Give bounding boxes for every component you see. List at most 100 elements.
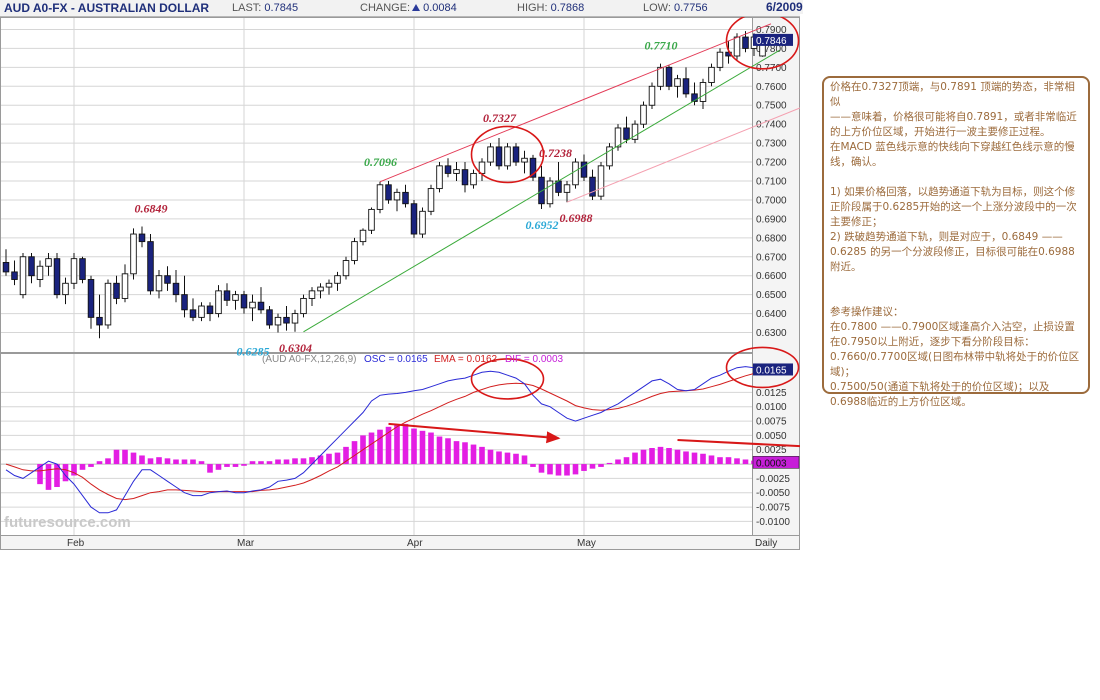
- dif-bar: [453, 441, 460, 465]
- candle-body: [206, 305, 214, 315]
- dif-bar: [283, 459, 290, 465]
- dif-bar: [564, 464, 570, 476]
- price-annotation: 0.6849: [135, 202, 168, 216]
- macd-highlight-circle: [725, 346, 800, 389]
- dif-bar: [615, 459, 621, 465]
- candle-body: [70, 258, 78, 284]
- candle-body: [665, 66, 673, 87]
- candle-body: [325, 282, 333, 288]
- candle-body: [11, 271, 18, 280]
- watermark-logo: futuresource.com: [4, 514, 131, 531]
- price-tick-label: 0.6300: [756, 328, 787, 339]
- price-annotation: 0.7096: [364, 155, 397, 169]
- period-label: Daily: [755, 538, 777, 549]
- dif-bar: [674, 449, 681, 465]
- dif-bar: [462, 442, 468, 465]
- macd-tick-label: 0.0125: [756, 388, 787, 399]
- note-spacer: [830, 275, 1082, 290]
- analysis-note: 价格在0.7327顶端，与0.7891 顶端的势态，非常相似 ——意味着，价格很可…: [822, 76, 1090, 408]
- candle-body: [563, 184, 571, 193]
- candle-body: [130, 233, 137, 275]
- dif-bar: [37, 464, 43, 485]
- dif-bar: [207, 464, 213, 473]
- candle-body: [342, 260, 350, 277]
- price-annotation: 0.7238: [539, 146, 572, 160]
- macd-tick-label: 0.0100: [756, 402, 787, 413]
- dif-bar: [71, 464, 77, 476]
- candle-body: [580, 161, 588, 178]
- dif-bar: [139, 455, 145, 465]
- macd-tick-label: -0.0025: [756, 474, 790, 485]
- candle-body: [291, 313, 299, 324]
- last-label: LAST:: [232, 2, 262, 14]
- candle-body: [28, 256, 35, 277]
- candle-body: [45, 258, 52, 267]
- low-label: LOW:: [643, 2, 671, 14]
- candle-body: [155, 275, 163, 292]
- candle-body: [334, 275, 341, 284]
- quote-header: AUD A0-FX - AUSTRALIAN DOLLAR LAST: 0.78…: [0, 0, 803, 17]
- dif-bar: [513, 453, 519, 465]
- dif-bar: [547, 464, 553, 475]
- dif-bar: [538, 464, 545, 473]
- note-line: 参考操作建议：: [830, 306, 904, 318]
- dif-bar: [419, 430, 426, 465]
- dif-bar: [555, 464, 562, 476]
- price-tick-label: 0.6700: [756, 252, 787, 263]
- price-annotation: 0.6988: [560, 211, 593, 225]
- dif-bar: [649, 448, 655, 465]
- dif-bar: [623, 457, 630, 465]
- osc-tag: [753, 363, 793, 376]
- candle-body: [189, 309, 197, 318]
- price-tick-label: 0.7400: [756, 120, 787, 131]
- macd-legend-symbol: (AUD A0-FX,12,26,9): [262, 354, 356, 365]
- dif-bar: [589, 464, 596, 469]
- candle-body: [257, 301, 265, 311]
- candle-body: [368, 208, 375, 231]
- price-annotation: 0.6304: [279, 341, 312, 355]
- candle-body: [402, 191, 409, 205]
- macd-legend-dif: DIF = 0.0003: [505, 354, 564, 365]
- x-tick-label: Mar: [237, 538, 255, 549]
- dif-bar: [598, 464, 604, 467]
- dif-bar: [742, 459, 749, 465]
- candle-body: [716, 51, 724, 68]
- candle-body: [62, 282, 69, 296]
- candle-body: [385, 184, 392, 201]
- price-tick-label: 0.6400: [756, 309, 787, 320]
- candle-body: [614, 127, 622, 148]
- candle-body: [512, 146, 520, 163]
- candle-body: [470, 172, 477, 186]
- candle-body: [53, 258, 61, 296]
- candle-body: [393, 191, 401, 201]
- dif-bar: [725, 457, 732, 465]
- dif-bar: [326, 453, 332, 465]
- dif-bar: [249, 461, 256, 465]
- dif-bar: [156, 457, 162, 465]
- dif-bar: [734, 458, 740, 465]
- candle-body: [274, 316, 282, 326]
- dif-bar: [130, 452, 137, 465]
- candle-body: [96, 316, 103, 326]
- candle-body: [504, 146, 511, 167]
- candle-body: [283, 316, 290, 324]
- price-tick-label: 0.6900: [756, 214, 787, 225]
- candle-body: [589, 176, 596, 197]
- x-tick-label: Feb: [67, 538, 85, 549]
- candle-body: [733, 36, 741, 57]
- candle-body: [266, 309, 273, 326]
- dif-bar: [351, 441, 358, 465]
- note-line: 2) 跌破趋势通道下轨，则是对应于，0.6849 ——0.6285 的另一个分波…: [830, 231, 1075, 273]
- candle-body: [631, 123, 639, 140]
- dif-bar: [258, 461, 264, 465]
- price-annotation: 0.6952: [526, 218, 559, 232]
- dif-bar: [691, 452, 698, 465]
- candle-body: [546, 180, 554, 205]
- price-axis-frame: [752, 17, 800, 536]
- note-line: 在MACD 蓝色线示意的快线向下穿越红色线示意的慢线，确认。: [830, 141, 1075, 168]
- trendline-support: [303, 49, 780, 333]
- candle-body: [708, 66, 715, 83]
- high-label: HIGH:: [517, 2, 548, 14]
- candle-body: [436, 165, 443, 190]
- candle-body: [419, 210, 426, 235]
